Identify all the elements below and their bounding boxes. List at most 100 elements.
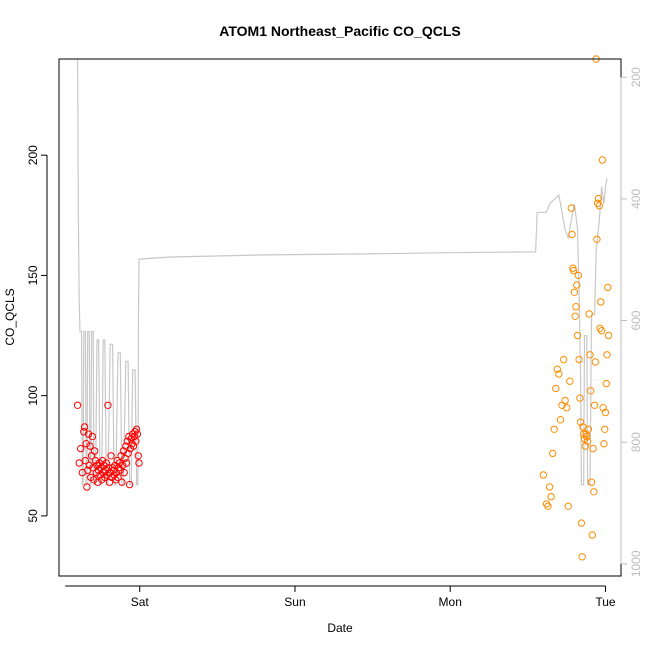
point-series1-33 <box>102 459 111 467</box>
point-series2-10 <box>556 416 565 424</box>
point-series2-23 <box>572 303 580 311</box>
point-series2-26 <box>574 271 582 280</box>
point-series2-15 <box>564 502 572 510</box>
plot-box <box>58 58 622 577</box>
point-series1-52 <box>117 452 125 460</box>
point-series1-17 <box>90 476 98 484</box>
point-series2-24 <box>573 281 581 289</box>
point-series2-28 <box>576 394 584 402</box>
point-series2-4 <box>547 492 555 501</box>
y2-tick-label-200: 200 <box>629 67 643 87</box>
point-series2-9 <box>555 370 563 378</box>
point-series2-17 <box>567 204 575 212</box>
point-series1-6 <box>81 456 90 465</box>
y2-tick-label-1000: 1000 <box>629 550 643 577</box>
point-series2-20 <box>569 266 578 275</box>
point-series2-21 <box>570 288 579 296</box>
point-series1-73 <box>133 430 142 438</box>
point-series2-57 <box>598 156 607 164</box>
point-series1-31 <box>101 473 109 482</box>
y-tick-label-200: 200 <box>26 145 40 165</box>
point-series1-37 <box>105 478 114 486</box>
point-series2-63 <box>603 351 611 359</box>
point-series1-22 <box>94 478 102 486</box>
point-series2-50 <box>593 235 601 244</box>
x-tick-label-2: Mon <box>439 595 462 609</box>
point-series2-30 <box>577 519 586 527</box>
y2-tick-label-800: 800 <box>629 432 643 452</box>
point-series1-10 <box>84 430 93 438</box>
altitude-profile-line <box>77 58 608 486</box>
point-series1-28 <box>98 456 107 465</box>
point-series1-63 <box>125 480 134 489</box>
point-series2-53 <box>595 202 603 210</box>
point-series2-27 <box>575 355 583 364</box>
point-series2-40 <box>585 310 593 318</box>
point-series2-47 <box>590 401 599 409</box>
point-series2-7 <box>552 384 560 393</box>
point-series2-2 <box>544 502 552 510</box>
point-series1-5 <box>80 423 89 431</box>
point-series2-46 <box>590 488 598 496</box>
y-tick-label-150: 150 <box>26 265 40 285</box>
point-series2-16 <box>566 377 574 385</box>
point-series2-64 <box>604 283 612 292</box>
data-points <box>73 55 613 561</box>
y-axis-label: CO_QCLS <box>3 288 17 345</box>
chart-title: ATOM1 Northeast_Pacific CO_QCLS <box>219 23 460 39</box>
point-series2-60 <box>601 425 609 433</box>
point-series2-65 <box>604 331 613 340</box>
point-series1-62 <box>125 432 133 441</box>
point-series2-52 <box>594 194 603 203</box>
point-series2-59 <box>600 440 608 448</box>
point-series2-31 <box>578 553 586 561</box>
y-tick-label-50: 50 <box>26 509 40 523</box>
point-series1-39 <box>107 452 115 460</box>
point-series1-43 <box>110 471 118 479</box>
y2-tick-label-600: 600 <box>629 310 643 330</box>
point-series2-37 <box>583 432 591 441</box>
point-series1-36 <box>105 464 113 472</box>
point-series1-48 <box>114 473 122 482</box>
point-series2-38 <box>583 437 592 445</box>
point-series2-61 <box>601 408 610 417</box>
point-series2-0 <box>539 471 548 479</box>
point-series1-71 <box>132 437 140 445</box>
point-series2-22 <box>571 312 579 320</box>
point-series1-29 <box>99 468 107 477</box>
point-series1-1 <box>75 459 83 467</box>
profile-line <box>77 58 608 486</box>
point-series1-45 <box>112 476 120 484</box>
point-series1-75 <box>135 459 143 467</box>
point-series2-25 <box>573 331 582 340</box>
point-series1-35 <box>104 401 112 409</box>
point-series2-62 <box>602 379 610 388</box>
point-series1-56 <box>120 468 128 477</box>
y2-tick-label-400: 400 <box>629 189 643 209</box>
point-series2-55 <box>597 298 605 306</box>
point-series1-61 <box>124 449 132 458</box>
point-series1-54 <box>119 461 127 470</box>
point-series2-5 <box>549 449 557 458</box>
point-series2-41 <box>586 351 594 359</box>
point-series1-15 <box>88 432 97 441</box>
point-series2-43 <box>587 478 596 486</box>
point-series2-18 <box>568 230 576 239</box>
point-series1-47 <box>113 456 121 465</box>
point-series1-18 <box>91 447 99 455</box>
point-series1-59 <box>122 459 131 467</box>
point-series1-44 <box>111 461 119 470</box>
point-series1-21 <box>93 461 101 470</box>
point-series2-48 <box>591 358 600 366</box>
point-series1-7 <box>82 440 90 448</box>
point-series1-53 <box>118 478 126 486</box>
point-series2-56 <box>597 327 606 335</box>
point-series1-68 <box>129 442 138 450</box>
point-series2-14 <box>563 404 571 412</box>
point-series2-39 <box>584 425 593 433</box>
point-series2-13 <box>561 396 569 405</box>
point-series2-44 <box>588 531 596 539</box>
x-tick-label-1: Sun <box>284 595 305 609</box>
point-series2-42 <box>587 387 595 395</box>
